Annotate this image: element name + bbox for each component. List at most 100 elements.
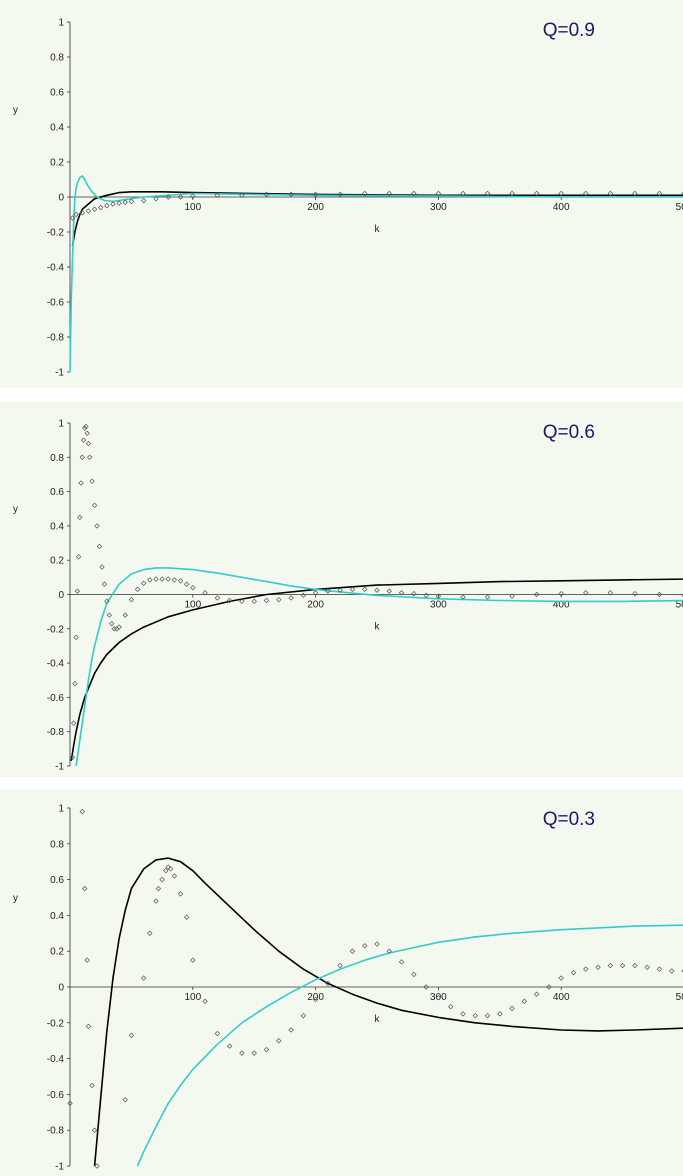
data-point bbox=[349, 948, 356, 954]
data-point bbox=[435, 190, 442, 197]
series-line-cyan bbox=[75, 567, 683, 767]
data-point bbox=[460, 594, 466, 600]
data-point bbox=[104, 203, 110, 209]
data-point bbox=[595, 964, 601, 971]
data-point bbox=[312, 590, 319, 596]
x-tick-label: 400 bbox=[553, 600, 570, 611]
data-point bbox=[276, 596, 282, 603]
data-point bbox=[325, 588, 331, 594]
x-tick-label: 400 bbox=[553, 992, 570, 1003]
chart-q09: 1 0.8 0.6 0.4 0.2 0 -0.2 -0.4 -0.6 -0.8 -1 100 200 30… bbox=[13, 18, 683, 379]
data-point bbox=[607, 962, 614, 969]
data-point bbox=[155, 885, 162, 892]
y-axis-label: y bbox=[13, 105, 18, 116]
y-tick-label: -0.6 bbox=[47, 1090, 65, 1101]
x-tick-label: 500 bbox=[676, 600, 683, 611]
data-point bbox=[74, 588, 81, 594]
data-point bbox=[89, 1082, 95, 1089]
data-point bbox=[423, 984, 429, 990]
data-point bbox=[583, 590, 589, 596]
data-point bbox=[79, 210, 85, 216]
data-point bbox=[669, 968, 675, 974]
data-point bbox=[153, 898, 159, 904]
data-point bbox=[337, 587, 343, 593]
data-point bbox=[85, 440, 92, 447]
data-point bbox=[435, 995, 442, 1001]
x-tick-label: 100 bbox=[184, 600, 201, 611]
x-tick-label: 200 bbox=[307, 600, 324, 611]
y-axis-label: y bbox=[13, 504, 18, 515]
data-point bbox=[69, 215, 76, 221]
data-point bbox=[374, 941, 380, 947]
data-point bbox=[276, 1038, 282, 1044]
data-point bbox=[423, 592, 429, 599]
data-point bbox=[288, 1027, 294, 1033]
y-tick-label: 0.6 bbox=[50, 88, 64, 99]
data-point bbox=[484, 1012, 491, 1019]
series-line-cyan bbox=[136, 924, 683, 1167]
data-point bbox=[91, 502, 98, 509]
data-point bbox=[460, 1011, 466, 1017]
data-point bbox=[288, 595, 294, 601]
data-point bbox=[570, 969, 577, 976]
y-tick-label: -1 bbox=[55, 762, 64, 773]
data-point bbox=[300, 1012, 307, 1019]
data-point bbox=[140, 580, 147, 587]
data-point bbox=[263, 1046, 270, 1053]
data-point bbox=[656, 190, 663, 197]
y-tick-label: 0.2 bbox=[50, 556, 64, 567]
data-point bbox=[484, 594, 491, 600]
y-tick-label: 1 bbox=[58, 804, 64, 815]
data-point bbox=[558, 975, 564, 981]
data-point bbox=[94, 523, 100, 529]
y-tick-label: 0.6 bbox=[50, 875, 64, 886]
data-point bbox=[190, 584, 196, 591]
data-point bbox=[190, 957, 196, 963]
data-point bbox=[362, 190, 368, 197]
x-axis-label: k bbox=[375, 1014, 381, 1025]
series-line-black bbox=[93, 857, 683, 1167]
data-point bbox=[239, 1050, 245, 1056]
data-point bbox=[122, 1097, 128, 1103]
data-point bbox=[183, 914, 190, 920]
y-tick-label: -0.2 bbox=[47, 228, 65, 239]
data-point bbox=[70, 720, 77, 726]
data-point bbox=[583, 190, 589, 197]
y-tick-label: 0.2 bbox=[50, 947, 64, 958]
y-tick-label: 0.8 bbox=[50, 839, 64, 850]
data-point bbox=[79, 454, 85, 460]
data-point bbox=[337, 962, 343, 969]
data-point bbox=[386, 588, 392, 594]
data-point bbox=[460, 190, 466, 197]
data-point bbox=[116, 624, 122, 630]
data-point bbox=[521, 998, 528, 1005]
x-axis-label: k bbox=[375, 224, 381, 235]
y-tick-label: 0 bbox=[58, 983, 64, 994]
y-tick-label: 0 bbox=[58, 193, 64, 204]
data-point bbox=[94, 1163, 100, 1169]
data-point bbox=[73, 634, 79, 641]
data-point bbox=[325, 980, 331, 987]
data-point bbox=[607, 190, 614, 197]
data-point bbox=[86, 454, 93, 460]
data-point bbox=[435, 593, 442, 599]
data-point bbox=[509, 1005, 515, 1012]
data-point bbox=[140, 975, 147, 981]
y-tick-label: 0.8 bbox=[50, 53, 64, 64]
data-point bbox=[632, 962, 638, 969]
data-point bbox=[411, 190, 417, 197]
data-point bbox=[91, 206, 98, 212]
data-point bbox=[533, 190, 540, 197]
data-point bbox=[122, 612, 128, 618]
x-tick-label: 300 bbox=[430, 600, 447, 611]
data-point bbox=[533, 591, 540, 598]
data-point bbox=[312, 996, 319, 1003]
data-point bbox=[69, 754, 76, 761]
data-point bbox=[153, 196, 159, 202]
data-point bbox=[73, 211, 79, 218]
x-tick-label: 100 bbox=[184, 202, 201, 213]
data-point bbox=[165, 576, 171, 582]
y-axis-label: y bbox=[13, 893, 18, 904]
data-point bbox=[546, 984, 552, 990]
data-point bbox=[101, 581, 108, 587]
